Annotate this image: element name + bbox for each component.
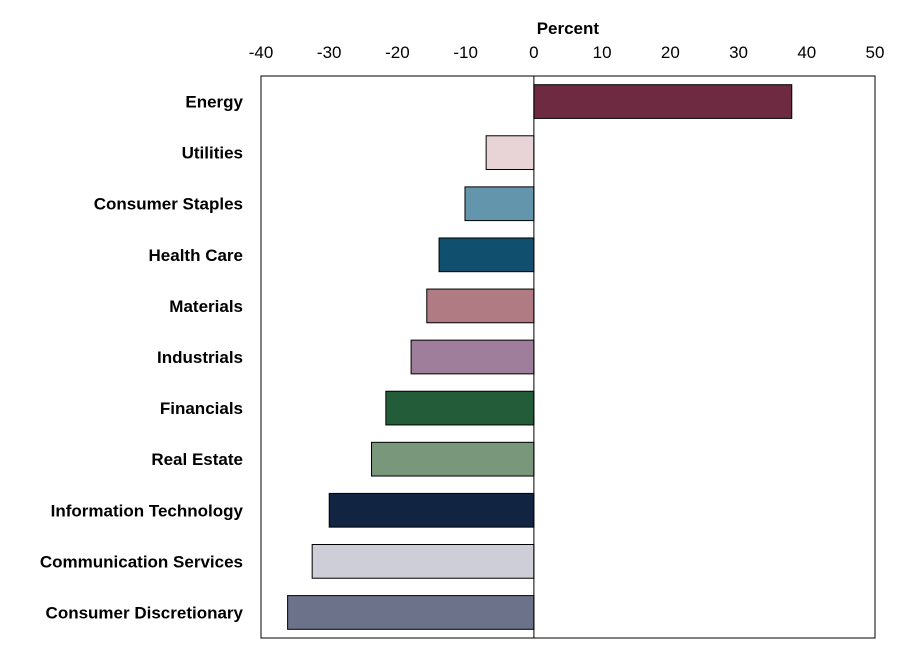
x-tick-label: 30 <box>729 43 748 62</box>
bar-energy <box>533 84 793 119</box>
category-label: Communication Services <box>40 552 243 571</box>
bar-financials <box>385 390 535 426</box>
x-tick-label: 0 <box>529 43 538 62</box>
x-tick-label: 40 <box>797 43 816 62</box>
bar-communication-services <box>311 544 535 579</box>
bar-consumer-discretionary <box>287 595 535 630</box>
category-label: Utilities <box>182 144 243 163</box>
bar-industrials <box>410 339 535 375</box>
bars <box>287 84 793 630</box>
x-tick-label: -40 <box>249 43 274 62</box>
plot-frame <box>260 75 876 639</box>
category-label: Information Technology <box>51 501 244 520</box>
category-label: Real Estate <box>151 450 243 469</box>
category-label: Financials <box>160 399 243 418</box>
x-tick-label: -30 <box>317 43 342 62</box>
bar-utilities <box>485 135 535 170</box>
x-tick-label: 50 <box>866 43 885 62</box>
bar-information-technology <box>328 492 535 528</box>
category-label: Industrials <box>157 348 243 367</box>
x-tick-label: 20 <box>661 43 680 62</box>
category-label: Health Care <box>149 246 243 265</box>
category-label: Consumer Staples <box>94 195 243 214</box>
category-label: Materials <box>169 297 243 316</box>
x-tick-label: -20 <box>385 43 410 62</box>
bar-materials <box>426 288 535 324</box>
category-labels: Energy Utilities Consumer Staples Health Ca… <box>40 93 244 623</box>
bar-real-estate <box>371 441 535 477</box>
category-label: Consumer Discretionary <box>46 603 244 622</box>
x-tick-label: -10 <box>453 43 478 62</box>
x-axis-title: Percent <box>537 19 600 38</box>
bar-consumer-staples <box>464 186 535 222</box>
x-tick-label: 10 <box>593 43 612 62</box>
bar-health-care <box>438 237 535 273</box>
category-label: Energy <box>185 93 243 112</box>
x-axis-ticks: -40 -30 -20 -10 0 10 20 30 40 50 <box>249 43 885 62</box>
